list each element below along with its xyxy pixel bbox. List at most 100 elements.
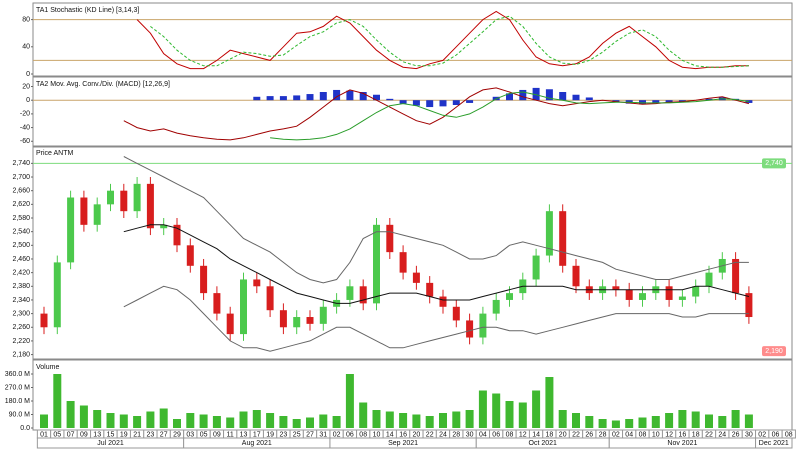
date-label: 15 bbox=[107, 431, 115, 438]
date-label: 16 bbox=[399, 431, 407, 438]
histogram-bar bbox=[519, 89, 527, 101]
y-tick-label: 2,180 bbox=[12, 351, 30, 358]
volume-bar bbox=[319, 414, 328, 428]
candle-body bbox=[439, 296, 447, 307]
date-label: 18 bbox=[546, 431, 554, 438]
y-tick-label: 80 bbox=[22, 16, 30, 23]
volume-bar bbox=[53, 374, 62, 428]
volume-bar bbox=[665, 413, 674, 428]
volume-bar bbox=[226, 417, 235, 428]
volume-bar bbox=[79, 405, 88, 428]
candle-body bbox=[253, 279, 261, 287]
y-tick-label: 2,220 bbox=[12, 338, 30, 345]
price-panel bbox=[32, 146, 793, 360]
candle-body bbox=[572, 265, 580, 287]
candle-body bbox=[40, 313, 48, 328]
volume-bar bbox=[611, 420, 620, 428]
candle-body bbox=[545, 211, 553, 256]
date-label: 28 bbox=[599, 431, 607, 438]
candle-body bbox=[293, 317, 301, 328]
candle-body bbox=[479, 313, 487, 338]
volume-bar bbox=[585, 416, 594, 428]
volume-bar bbox=[173, 419, 181, 428]
volume-bar bbox=[119, 414, 128, 428]
date-label: 06 bbox=[492, 431, 500, 438]
date-label: 04 bbox=[479, 431, 487, 438]
date-label: 13 bbox=[93, 431, 101, 438]
candle-body bbox=[53, 262, 61, 328]
volume-bar bbox=[532, 390, 541, 428]
y-tick-label: 360.0 M bbox=[5, 371, 30, 378]
date-label: 10 bbox=[652, 431, 660, 438]
date-label: 27 bbox=[306, 431, 314, 438]
volume-bar bbox=[505, 401, 514, 428]
date-label: 19 bbox=[266, 431, 274, 438]
date-label: 09 bbox=[213, 431, 221, 438]
histogram-bar bbox=[545, 89, 553, 101]
volume-bar bbox=[452, 411, 461, 428]
volume-bar bbox=[146, 411, 155, 428]
volume-bar bbox=[625, 419, 634, 428]
date-label: 22 bbox=[572, 431, 580, 438]
candle-body bbox=[240, 279, 247, 335]
histogram-bar bbox=[306, 94, 314, 101]
histogram-bar bbox=[412, 100, 420, 106]
date-label: 08 bbox=[359, 431, 367, 438]
volume-bar bbox=[718, 416, 727, 428]
price-tag bbox=[762, 158, 786, 169]
volume-bar bbox=[545, 377, 554, 428]
histogram-bar bbox=[266, 96, 274, 101]
series-line bbox=[123, 224, 750, 304]
date-label: 23 bbox=[147, 431, 155, 438]
volume-bar bbox=[279, 416, 288, 428]
candle-body bbox=[412, 272, 420, 283]
histogram-bar bbox=[452, 100, 460, 105]
candle-body bbox=[279, 310, 287, 328]
price-tag-label: 2,190 bbox=[765, 348, 783, 355]
volume-bar bbox=[399, 413, 408, 428]
volume-bar bbox=[186, 413, 195, 428]
candle-body bbox=[67, 197, 75, 263]
date-label: 02 bbox=[758, 431, 766, 438]
y-tick-label: 2,740 bbox=[12, 160, 30, 167]
histogram-bar bbox=[399, 100, 407, 104]
y-tick-label: 270.0 M bbox=[5, 384, 30, 391]
candle-body bbox=[173, 224, 181, 246]
date-label: 31 bbox=[319, 431, 327, 438]
volume-bar bbox=[425, 416, 434, 428]
date-label: 21 bbox=[133, 431, 141, 438]
candle-body bbox=[359, 286, 367, 304]
candle-body bbox=[346, 286, 354, 300]
volume-bar bbox=[292, 419, 301, 428]
date-label: 12 bbox=[519, 431, 527, 438]
date-label: 27 bbox=[160, 431, 168, 438]
candle-body bbox=[133, 183, 141, 212]
date-label: 09 bbox=[80, 431, 88, 438]
volume-bar bbox=[40, 414, 48, 428]
candle-body bbox=[93, 204, 101, 225]
y-tick-label: 0 bbox=[26, 97, 30, 104]
y-tick-label: 2,420 bbox=[12, 269, 30, 276]
y-tick-label: -20 bbox=[20, 111, 30, 118]
histogram-bar bbox=[373, 94, 380, 101]
volume-bar bbox=[439, 413, 447, 428]
volume-bar bbox=[572, 413, 580, 428]
date-label: 30 bbox=[466, 431, 474, 438]
candle-body bbox=[306, 317, 314, 324]
candle-body bbox=[732, 258, 740, 294]
volume-bar bbox=[66, 401, 75, 428]
price-tag-label: 2,740 bbox=[765, 160, 783, 167]
date-label: 26 bbox=[585, 431, 593, 438]
date-label: 08 bbox=[506, 431, 514, 438]
volume-bar bbox=[212, 416, 221, 428]
series-line bbox=[150, 15, 749, 68]
date-label: 05 bbox=[53, 431, 61, 438]
month-cell bbox=[755, 437, 793, 449]
month-label: Oct 2021 bbox=[529, 440, 558, 447]
candle-body bbox=[625, 289, 633, 300]
y-tick-label: 2,620 bbox=[12, 201, 30, 208]
candle-body bbox=[160, 224, 168, 229]
histogram-bar bbox=[678, 100, 686, 102]
volume-bar bbox=[306, 417, 314, 428]
date-label: 10 bbox=[373, 431, 381, 438]
